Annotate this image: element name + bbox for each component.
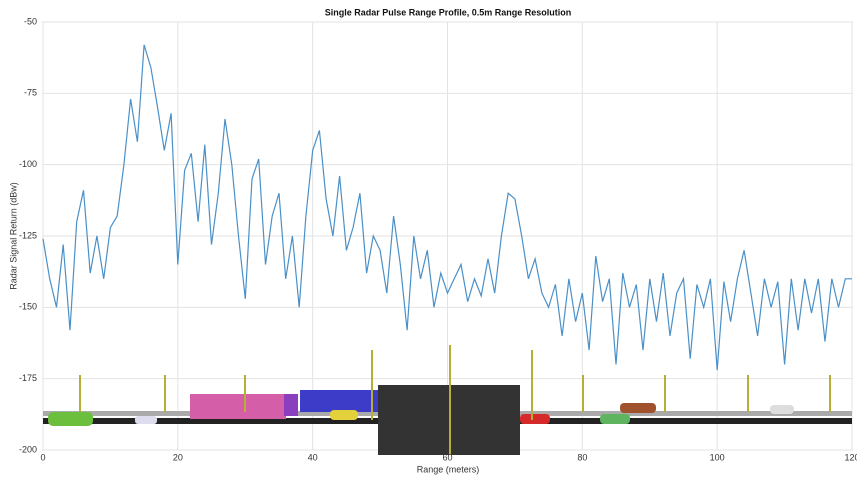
y-tick-label: -150 [19,302,37,312]
y-tick-label: -100 [19,159,37,169]
y-tick-label: -200 [19,444,37,454]
chart-title: Single Radar Pulse Range Profile, 0.5m R… [325,7,572,17]
y-tick-label: -125 [19,230,37,240]
car [600,414,630,424]
truck [190,394,286,419]
car [330,410,358,420]
chart: Single Radar Pulse Range Profile, 0.5m R… [0,0,857,479]
x-tick-label: 40 [308,452,318,462]
car [620,403,656,413]
x-tick-label: 60 [442,452,452,462]
car [520,414,550,424]
x-axis-label: Range (meters) [417,464,480,474]
y-axis-label: Radar Signal Return (dBw) [8,182,18,290]
car [770,405,794,414]
car [48,412,93,426]
x-tick-label: 0 [40,452,45,462]
car [135,416,157,424]
truck-cab [284,394,298,416]
y-tick-label: -75 [24,88,37,98]
y-tick-label: -175 [19,373,37,383]
x-tick-label: 20 [173,452,183,462]
x-tick-label: 80 [577,452,587,462]
x-tick-label: 100 [710,452,725,462]
x-tick-label: 120 [844,452,857,462]
y-tick-label: -50 [24,16,37,26]
